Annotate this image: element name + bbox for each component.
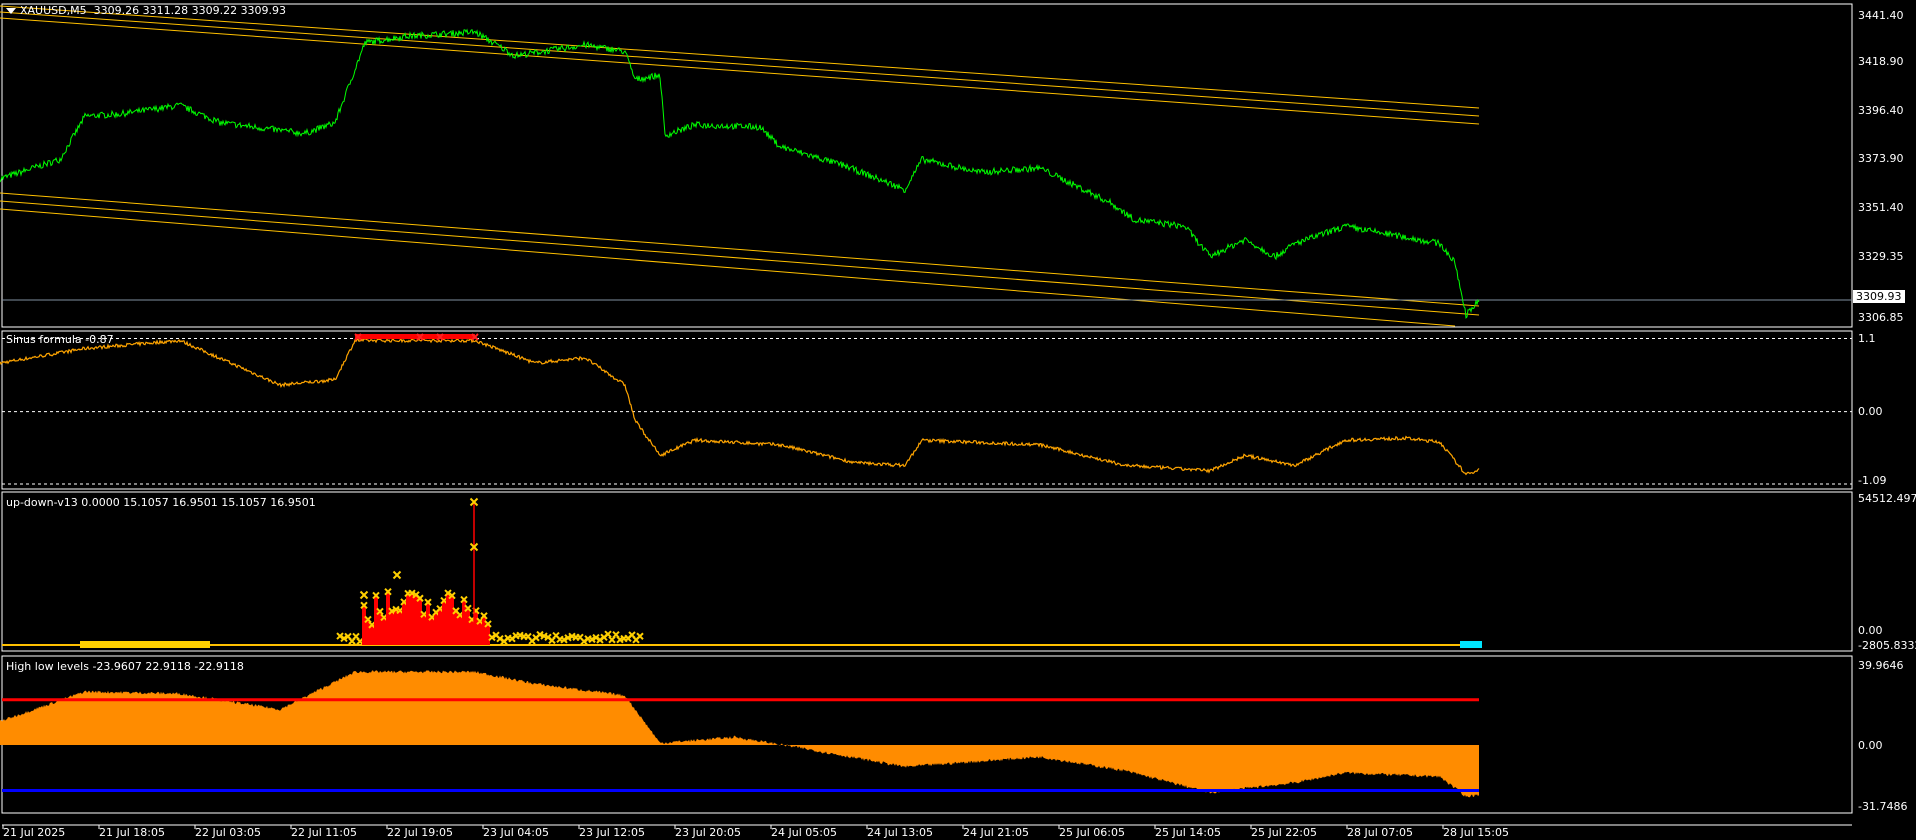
- time-tick: 21 Jul 18:05: [99, 826, 165, 839]
- updown-marker: [536, 630, 544, 639]
- price-tick: 3373.90: [1858, 152, 1904, 165]
- time-tick: 22 Jul 19:05: [387, 826, 453, 839]
- updown-marker: [480, 612, 488, 620]
- time-tick: 28 Jul 15:05: [1443, 826, 1509, 839]
- sinus-line: [0, 337, 1480, 476]
- sinus-signal-mark: [436, 333, 444, 341]
- trend-line: [0, 5, 1480, 109]
- updown-marker: [384, 587, 392, 596]
- updown-marker: [488, 633, 496, 642]
- updown-cyan-band: [1460, 641, 1482, 648]
- updown-marker: [460, 595, 468, 604]
- updown-tick-top: 54512.497: [1858, 492, 1916, 505]
- trend-line: [0, 11, 1480, 117]
- updown-marker: [444, 589, 452, 597]
- price-tick: 3351.40: [1858, 201, 1904, 214]
- updown-marker: [376, 607, 384, 616]
- updown-label: up-down-v13 0.0000 15.1057 16.9501 15.10…: [6, 496, 316, 509]
- updown-marker: [469, 497, 479, 507]
- highlow-tick: -31.7486: [1858, 800, 1908, 813]
- price-tick: 3441.40: [1858, 9, 1904, 22]
- time-tick: 23 Jul 12:05: [579, 826, 645, 839]
- updown-marker: [416, 594, 424, 602]
- symbol-header: XAUUSD,M5 3309.26 3311.28 3309.22 3309.9…: [6, 4, 286, 17]
- highlow-label: High low levels -23.9607 22.9118 -22.911…: [6, 660, 244, 673]
- sinus-tick: 1.1: [1858, 332, 1876, 345]
- updown-marker: [484, 620, 492, 628]
- trend-line: [0, 192, 1480, 307]
- price-tick: 3329.35: [1858, 250, 1904, 263]
- time-tick: 22 Jul 11:05: [291, 826, 357, 839]
- updown-yellow-band: [80, 641, 210, 648]
- sinus-signal-mark: [471, 333, 479, 341]
- time-tick: 28 Jul 07:05: [1347, 826, 1413, 839]
- time-tick: 25 Jul 22:05: [1251, 826, 1317, 839]
- current-price-label: 3309.93: [1853, 290, 1905, 303]
- time-tick: 24 Jul 05:05: [771, 826, 837, 839]
- time-tick: 23 Jul 20:05: [675, 826, 741, 839]
- updown-marker: [588, 635, 596, 644]
- price-tick: 3306.85: [1858, 311, 1904, 324]
- updown-marker: [580, 637, 588, 646]
- updown-tick-zero: 0.00: [1858, 624, 1883, 637]
- updown-marker: [372, 591, 380, 600]
- trend-line: [0, 17, 1480, 125]
- trend-line: [0, 208, 1456, 327]
- updown-marker: [359, 590, 369, 600]
- sinus-tick: -1.09: [1858, 474, 1887, 487]
- price-tick: 3418.90: [1858, 55, 1904, 68]
- updown-marker: [340, 634, 348, 643]
- updown-marker: [636, 632, 644, 640]
- highlow-tick: 39.9646: [1858, 659, 1904, 672]
- time-tick: 24 Jul 13:05: [867, 826, 933, 839]
- dropdown-triangle-icon[interactable]: [6, 8, 16, 14]
- time-tick: 24 Jul 21:05: [963, 826, 1029, 839]
- sinus-signal-band: [355, 334, 475, 339]
- updown-marker: [336, 632, 344, 640]
- trend-line: [0, 200, 1480, 316]
- sinus-label: Sinus formula -0.87: [6, 333, 114, 346]
- time-tick: 22 Jul 03:05: [195, 826, 261, 839]
- updown-marker: [424, 598, 432, 606]
- sinus-signal-mark: [416, 333, 424, 341]
- sinus-signal-mark: [354, 333, 362, 341]
- time-tick: 23 Jul 04:05: [483, 826, 549, 839]
- highlow-tick: 0.00: [1858, 739, 1883, 752]
- updown-marker: [360, 601, 368, 610]
- ohlc-values: 3309.26 3311.28 3309.22 3309.93: [93, 4, 287, 17]
- highlow-area: [0, 670, 1479, 798]
- panel-frame: [1, 3, 1853, 328]
- updown-marker: [560, 636, 568, 644]
- updown-tick-bottom: -2805.8332: [1858, 639, 1916, 652]
- panel-frame: [1, 491, 1853, 652]
- updown-marker: [564, 634, 572, 642]
- symbol-label: XAUUSD,M5: [20, 4, 87, 17]
- price-tick: 3396.40: [1858, 104, 1904, 117]
- price-line: [0, 28, 1480, 319]
- updown-marker: [448, 591, 456, 600]
- sinus-tick: 0.00: [1858, 405, 1883, 418]
- updown-marker: [604, 630, 612, 638]
- time-tick: 25 Jul 06:05: [1059, 826, 1125, 839]
- updown-marker: [464, 604, 472, 613]
- time-tick: 25 Jul 14:05: [1155, 826, 1221, 839]
- updown-marker: [592, 633, 600, 642]
- updown-marker: [392, 570, 402, 580]
- updown-marker: [469, 542, 479, 552]
- panel-frame: [1, 330, 1853, 490]
- time-tick: 21 Jul 2025: [3, 826, 66, 839]
